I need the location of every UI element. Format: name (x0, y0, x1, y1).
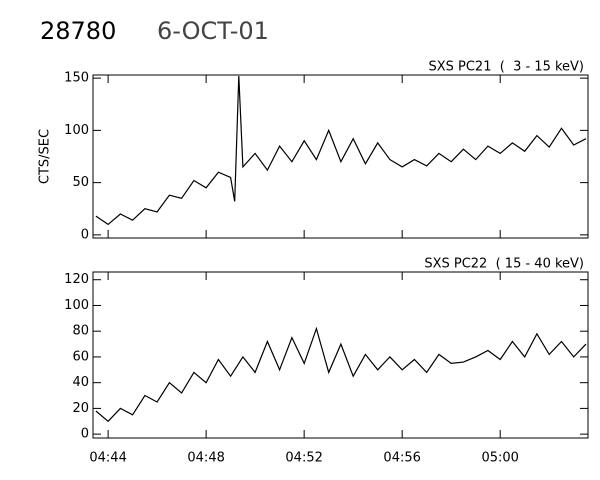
x-tick-label: 04:44 (89, 451, 126, 466)
y-tick-label: 50 (72, 175, 89, 190)
y-axis-label: CTS/SEC (38, 129, 53, 184)
x-tick-label: 04:48 (187, 451, 224, 466)
y-tick-label: 120 (64, 272, 89, 287)
y-tick-label: 0 (81, 227, 89, 242)
plot-frame (92, 271, 589, 439)
series-line (95, 75, 587, 226)
x-tick-label: 05:00 (481, 451, 518, 466)
series-label: SXS PC22 ( 15 - 40 keV) (424, 257, 584, 272)
y-tick-label: 40 (72, 375, 89, 390)
x-tick-label: 04:52 (285, 451, 322, 466)
series-line (95, 326, 587, 423)
x-tick-label: 04:56 (383, 451, 420, 466)
y-tick-label: 20 (72, 401, 89, 416)
y-tick-label: 80 (72, 324, 89, 339)
observation-id: 28780 (40, 17, 116, 45)
series-label: SXS PC21 ( 3 - 15 keV) (428, 60, 584, 75)
y-tick-label: 60 (72, 349, 89, 364)
y-tick-label: 150 (64, 71, 89, 86)
plot-frame (92, 74, 589, 239)
observation-date: 6-OCT-01 (157, 17, 269, 45)
y-tick-label: 0 (81, 427, 89, 442)
y-tick-label: 100 (64, 123, 89, 138)
y-tick-label: 100 (64, 298, 89, 313)
